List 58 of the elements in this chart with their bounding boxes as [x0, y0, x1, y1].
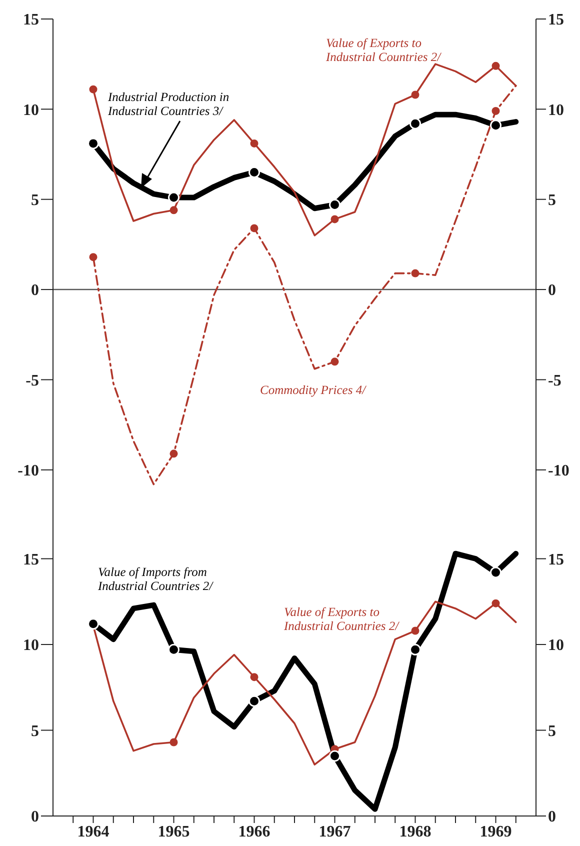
y-tick-label: 15 — [23, 12, 39, 29]
series-label: Value of Exports to Industrial Countries 2/ — [326, 36, 442, 64]
y-tick-label: -10 — [18, 462, 39, 480]
point — [89, 253, 98, 262]
point — [250, 224, 258, 232]
point — [410, 644, 421, 656]
y2-tick-label: 0 — [548, 282, 556, 300]
point — [492, 599, 500, 608]
y2-tick-label: 5 — [548, 722, 556, 740]
point — [248, 166, 260, 178]
y2-tick-label: -5 — [548, 372, 562, 390]
text: Industrial Production in Industrial Countries 3/ — [108, 90, 230, 118]
x-tick-label: 1968 — [399, 823, 432, 840]
y-tick-label: 0 — [31, 282, 39, 300]
y2-tick-label: 10 — [548, 102, 564, 119]
y-tick-label: 10 — [23, 102, 39, 119]
x-tick-label: 1969 — [480, 823, 512, 840]
point — [330, 215, 339, 224]
point — [88, 138, 99, 150]
x-tick-label: 1965 — [158, 823, 190, 840]
point — [492, 62, 500, 70]
y2-tick-label: 0 — [548, 808, 556, 826]
point — [411, 626, 420, 635]
x-tick-label: 1967 — [318, 823, 351, 840]
series-label: Value of Exports to Industrial Countries 2/ — [284, 605, 400, 633]
series-label: Commodity Prices 4/ — [260, 383, 368, 397]
y-tick-label: 15 — [23, 551, 39, 568]
y2-tick-label: -10 — [548, 462, 570, 480]
point — [170, 450, 178, 458]
point — [411, 269, 420, 278]
y2-tick-label: 5 — [548, 192, 556, 210]
point — [330, 358, 339, 366]
point — [248, 695, 260, 707]
y-tick-label: 5 — [31, 192, 39, 210]
point — [492, 106, 500, 115]
point — [168, 644, 180, 656]
y-tick-label: 5 — [31, 722, 39, 740]
y-tick-label: 0 — [31, 808, 39, 826]
point — [170, 206, 178, 214]
point — [410, 118, 421, 130]
y2-tick-label: 15 — [548, 551, 564, 568]
y2-tick-label: 15 — [548, 12, 564, 29]
point — [89, 85, 98, 94]
point — [490, 120, 502, 132]
x-tick-label: 1964 — [77, 823, 110, 840]
point — [411, 90, 420, 99]
point — [168, 192, 180, 204]
x-tick-label: 1966 — [238, 823, 270, 840]
text: Value of Imports from Industrial Countries 2/ — [98, 565, 214, 593]
point — [88, 618, 99, 630]
point — [329, 750, 340, 762]
point — [170, 738, 178, 746]
y2-tick-label: 10 — [548, 637, 564, 654]
y-tick-label: -5 — [26, 372, 39, 390]
point — [490, 566, 502, 578]
point — [250, 139, 258, 148]
y-tick-label: 10 — [23, 637, 39, 654]
point — [250, 673, 258, 682]
